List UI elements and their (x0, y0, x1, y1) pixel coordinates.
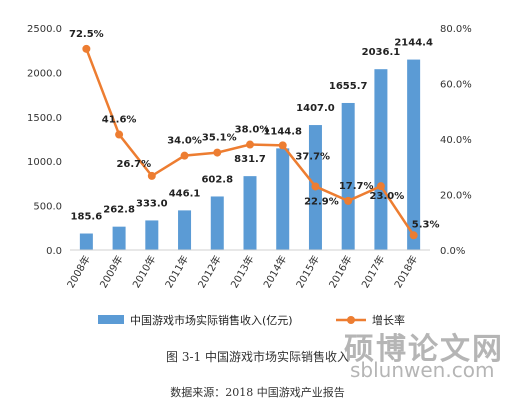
source-note: 数据来源：2018 中国游戏产业报告 (170, 386, 345, 399)
bar (243, 176, 257, 250)
bar-data-label: 1407.0 (296, 103, 335, 114)
line-data-label: 5.3% (412, 219, 440, 230)
line-data-label: 22.9% (304, 196, 339, 207)
legend-bar-swatch (98, 315, 124, 324)
left-tick-label: 0.0 (46, 246, 62, 257)
line-point (115, 130, 124, 139)
watermark-text: 硕博论文网 (344, 332, 504, 367)
bar-data-label: 1144.8 (263, 126, 302, 137)
right-tick-label: 20.0% (440, 191, 472, 202)
bar-data-label: 2036.1 (362, 47, 401, 58)
x-tick-label: 2009年 (97, 253, 126, 290)
line-point (278, 141, 287, 150)
line-data-label: 26.7% (116, 159, 151, 170)
right-tick-label: 0.0% (440, 246, 465, 257)
line-data-label: 34.0% (167, 136, 202, 147)
left-tick-label: 2000.0 (27, 68, 62, 79)
line-point (409, 231, 418, 240)
x-tick-label: 2015年 (293, 253, 322, 290)
line-point (213, 148, 222, 157)
line-point (180, 151, 189, 160)
left-tick-label: 500.0 (33, 202, 62, 213)
bar-data-label: 2144.4 (394, 38, 433, 49)
line-series: 72.5% 41.6% 26.7% 34.0% 35.1%38.0% 37.7% 22.9%… (69, 29, 440, 240)
line-data-label: 37.7% (295, 151, 330, 162)
figure-caption: 图 3-1 中国游戏市场实际销售收入 (166, 350, 349, 364)
x-tick-label: 2018年 (391, 253, 420, 290)
bar (178, 210, 192, 250)
left-y-axis: 0.0 500.0 1000.0 1500.0 2000.0 2500.0 (27, 24, 62, 257)
x-tick-label: 2012年 (195, 253, 224, 290)
x-tick-label: 2017年 (359, 253, 388, 290)
right-tick-label: 40.0% (440, 135, 472, 146)
x-tick-label: 2011年 (162, 253, 191, 290)
legend-bar-label: 中国游戏市场实际销售收入(亿元) (130, 313, 293, 327)
bar-data-label: 333.0 (136, 198, 168, 209)
line-point (82, 44, 91, 53)
bar (341, 102, 355, 250)
line-point (376, 182, 385, 191)
line-point (344, 196, 353, 205)
bar (79, 233, 93, 250)
line-data-label: 23.0% (370, 191, 405, 202)
x-axis: 2008年 2009年 2010年 2011年 2012年 2013年 2014年 2015年… (64, 249, 430, 290)
right-y-axis: 0.0% 20.0% 40.0% 60.0% 80.0% (440, 24, 472, 257)
bar-data-label: 1655.7 (329, 81, 368, 92)
bar (407, 59, 421, 251)
line-point (311, 182, 320, 191)
legend: 中国游戏市场实际销售收入(亿元) 增长率 (98, 313, 405, 327)
left-tick-label: 1000.0 (27, 157, 62, 168)
line-data-label: 35.1% (202, 133, 237, 144)
bar-data-label: 831.7 (234, 154, 266, 165)
line-data-label: 41.6% (102, 115, 137, 126)
line-data-label: 38.0% (235, 125, 270, 136)
bar (374, 69, 388, 250)
right-tick-label: 80.0% (440, 24, 472, 35)
x-tick-label: 2013年 (228, 253, 257, 290)
bar (145, 220, 159, 250)
line-point (147, 171, 156, 180)
bar-data-label: 446.1 (169, 188, 201, 199)
watermark-url: sblunwen.com (350, 358, 495, 382)
bar (276, 148, 290, 250)
bar-data-label: 602.8 (201, 174, 233, 185)
left-tick-label: 2500.0 (27, 24, 62, 35)
bar-data-label: 185.6 (71, 212, 103, 223)
x-tick-label: 2016年 (326, 253, 355, 290)
x-tick-label: 2010年 (129, 253, 158, 290)
line-data-label: 72.5% (69, 29, 104, 40)
bar (112, 226, 126, 250)
line-data-label: 17.7% (339, 181, 374, 192)
x-tick-label: 2008年 (64, 253, 93, 290)
legend-line-label: 增长率 (372, 313, 405, 327)
x-tick-label: 2014年 (260, 253, 289, 290)
bar-data-label: 262.8 (103, 205, 135, 216)
legend-line-marker (347, 316, 355, 324)
right-tick-label: 60.0% (440, 80, 472, 91)
bar (210, 196, 224, 250)
line-point (246, 140, 254, 149)
chart-canvas: 0.0 500.0 1000.0 1500.0 2000.0 2500.0 0.0% 20.… (27, 24, 472, 327)
left-tick-label: 1500.0 (27, 113, 62, 124)
